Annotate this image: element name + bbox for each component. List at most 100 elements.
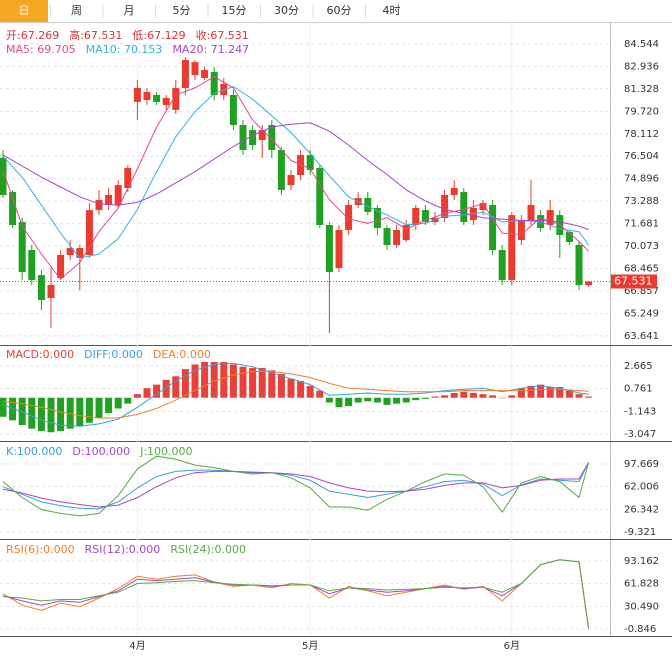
macd-bar	[575, 394, 583, 398]
legend-entry: J:100.000	[139, 445, 192, 458]
candle-body	[527, 205, 535, 220]
current-price-box	[611, 274, 657, 289]
candle-body	[191, 62, 199, 76]
tab[interactable]: 30分	[274, 4, 299, 17]
y-tick-label: 73.288	[624, 196, 659, 207]
tab[interactable]: 周	[71, 4, 82, 17]
macd-bar	[373, 397, 381, 403]
candle-body	[268, 125, 276, 151]
macd-bar	[143, 388, 151, 398]
candle-body	[210, 71, 218, 96]
y-tick-label: 97.669	[624, 459, 659, 470]
macd-bar	[249, 367, 257, 398]
candle-body	[181, 59, 189, 89]
legend-entry: RSI(12):0.000	[85, 543, 161, 556]
macd-bar	[297, 381, 305, 398]
y-tick-label: -9.321	[624, 527, 656, 538]
indicator-line	[2, 85, 590, 259]
macd-bar	[37, 397, 45, 432]
y-tick-label: -0.846	[624, 624, 656, 635]
macd-bar	[162, 379, 170, 398]
tab[interactable]: 5分	[173, 4, 191, 17]
y-tick-label: 26.342	[624, 504, 659, 515]
candle-body	[124, 168, 132, 188]
legend-entry: RSI(24):0.000	[170, 543, 246, 556]
indicator-line	[2, 122, 589, 231]
tab[interactable]: 60分	[327, 4, 352, 17]
macd-bar	[393, 397, 401, 404]
y-tick-label: 76.504	[624, 151, 659, 162]
macd-bar	[431, 396, 439, 398]
macd-bar	[565, 390, 573, 398]
legend-entry: DIFF:0.000	[84, 348, 143, 361]
candle-body	[393, 230, 401, 245]
candle-body	[575, 244, 583, 286]
macd-bar	[239, 366, 247, 398]
candle-body	[325, 224, 333, 273]
candle-body	[316, 168, 324, 225]
legend-entry: 低:67.129	[132, 29, 185, 42]
y-tick-label: 70.073	[624, 241, 659, 252]
macd-bar	[95, 397, 103, 418]
candle-body	[172, 88, 180, 110]
macd-bar	[229, 364, 237, 398]
candle-body	[412, 207, 420, 225]
macd-bar	[153, 384, 161, 398]
candle-body	[277, 150, 285, 190]
macd-bar	[9, 397, 17, 421]
candle-body	[0, 157, 7, 195]
candle-body	[143, 91, 151, 101]
macd-bar	[210, 362, 218, 398]
y-tick-label: -1.143	[624, 406, 656, 417]
macd-bar	[0, 397, 7, 417]
candle-body	[28, 249, 36, 280]
macd-bar	[306, 385, 314, 398]
macd-bar	[508, 395, 516, 398]
candle-body	[460, 192, 468, 223]
y-tick-label: 66.857	[624, 286, 659, 297]
indicator-line	[2, 559, 590, 629]
macd-bar	[441, 395, 449, 398]
macd-bar	[412, 397, 420, 401]
macd-bar	[287, 378, 295, 398]
candle-body	[153, 95, 161, 102]
tab[interactable]: 日	[19, 4, 30, 17]
y-tick-label: 61.828	[624, 579, 659, 590]
macd-bar	[277, 373, 285, 398]
indicator-line	[2, 362, 589, 427]
macd-bar	[517, 388, 525, 398]
macd-bar	[364, 397, 372, 402]
macd-bar	[498, 397, 506, 399]
candle-body	[57, 255, 65, 279]
macd-bar	[66, 397, 74, 429]
legend-entry: K:100.000	[6, 445, 62, 458]
y-tick-label: 71.681	[624, 219, 659, 230]
candle-body	[546, 210, 554, 225]
indicator-line	[2, 371, 589, 419]
tab[interactable]: 月	[124, 4, 135, 17]
macd-bar	[450, 392, 458, 398]
candle-body	[47, 285, 55, 299]
current-price-label: 67.531	[614, 275, 653, 288]
legend-entry: MA20: 71.247	[172, 43, 249, 56]
candle-body	[85, 210, 93, 256]
tab[interactable]: 15分	[222, 4, 247, 17]
candle-body	[383, 228, 391, 245]
y-tick-label: 30.490	[624, 601, 659, 612]
macd-bar	[105, 397, 113, 414]
candle-body	[585, 281, 593, 286]
indicator-line	[2, 455, 590, 517]
legend-entry: MACD:0.000	[6, 348, 74, 361]
macd-bar	[546, 387, 554, 398]
candle-body	[508, 215, 516, 280]
y-tick-label: 82.936	[624, 61, 659, 72]
macd-bar	[469, 392, 477, 398]
macd-bar	[527, 385, 535, 398]
y-tick-label: 68.465	[624, 263, 659, 274]
candle-body	[287, 175, 295, 186]
macd-bar	[220, 362, 228, 398]
macd-bar	[18, 397, 26, 426]
tab[interactable]: 4时	[383, 4, 401, 17]
